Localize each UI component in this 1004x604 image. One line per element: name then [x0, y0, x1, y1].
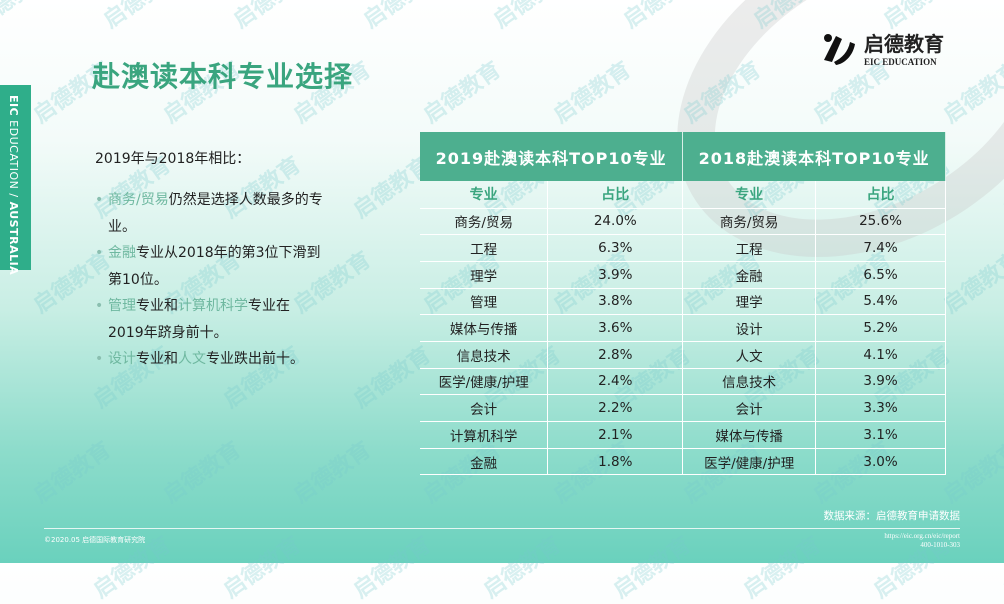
bullet-item: 金融专业从2018年的第3位下滑到第10位。 — [95, 240, 325, 293]
watermark: 启德教育 — [939, 247, 1004, 319]
share-2019: 2.1% — [547, 421, 684, 449]
watermark: 启德教育 — [289, 437, 377, 509]
top10-majors-table: 2019赴澳读本科TOP10专业 2018赴澳读本科TOP10专业 专业 占比 专… — [420, 132, 946, 476]
watermark: 启德教育 — [999, 342, 1004, 414]
share-2018: 3.0% — [815, 448, 946, 476]
watermark: 启德教育 — [0, 0, 57, 34]
share-2018: 3.9% — [815, 368, 946, 396]
col-major-2019: 专业 — [420, 181, 549, 209]
table-row: 媒体与传播 3.6% 设计 5.2% — [420, 314, 946, 342]
major-2018: 商务/贸易 — [682, 208, 817, 236]
share-2018: 5.4% — [815, 288, 946, 316]
major-2018: 设计 — [682, 314, 817, 342]
footer-divider — [44, 528, 960, 529]
major-2019: 媒体与传播 — [420, 314, 549, 342]
table-row: 医学/健康/护理 2.4% 信息技术 3.9% — [420, 368, 946, 396]
watermark: 启德教育 — [609, 532, 697, 604]
watermark: 启德教育 — [486, 0, 576, 34]
share-2019: 3.8% — [547, 288, 684, 316]
bullet-list: 商务/贸易仍然是选择人数最多的专业。 金融专业从2018年的第3位下滑到第10位… — [95, 187, 325, 373]
share-2019: 24.0% — [547, 208, 684, 236]
watermark: 启德教育 — [616, 0, 706, 34]
share-2019: 1.8% — [547, 448, 684, 476]
watermark: 启德教育 — [419, 57, 507, 129]
intro-text: 2019年与2018年相比： — [95, 151, 251, 167]
share-2018: 7.4% — [815, 234, 946, 262]
table-row: 信息技术 2.8% 人文 4.1% — [420, 341, 946, 369]
major-2019: 信息技术 — [420, 341, 549, 369]
table-row: 工程 6.3% 工程 7.4% — [420, 234, 946, 262]
watermark: 启德教育 — [999, 532, 1004, 604]
col-share-2019: 占比 — [547, 181, 684, 209]
major-2019: 工程 — [420, 234, 549, 262]
major-2019: 商务/贸易 — [420, 208, 549, 236]
watermark: 启德教育 — [549, 57, 637, 129]
major-2019: 计算机科学 — [420, 421, 549, 449]
share-2019: 3.6% — [547, 314, 684, 342]
header-2019: 2019赴澳读本科TOP10专业 — [420, 132, 684, 181]
eic-logo-icon — [824, 33, 855, 65]
share-2019: 2.2% — [547, 394, 684, 422]
share-2018: 6.5% — [815, 261, 946, 289]
major-2019: 医学/健康/护理 — [420, 368, 549, 396]
table-row: 金融 1.8% 医学/健康/护理 3.0% — [420, 448, 946, 476]
share-2018: 3.3% — [815, 394, 946, 422]
col-share-2018: 占比 — [815, 181, 946, 209]
share-2019: 3.9% — [547, 261, 684, 289]
col-major-2018: 专业 — [682, 181, 817, 209]
phone: 400-1010-303 — [920, 541, 960, 549]
major-2018: 理学 — [682, 288, 817, 316]
major-2018: 会计 — [682, 394, 817, 422]
copyright: ©2020.05 启德国际教育研究院 — [44, 536, 146, 544]
watermark: 启德教育 — [739, 532, 827, 604]
share-2019: 2.4% — [547, 368, 684, 396]
watermark: 启德教育 — [29, 437, 117, 509]
share-2019: 6.3% — [547, 234, 684, 262]
header-2018: 2018赴澳读本科TOP10专业 — [682, 132, 946, 181]
watermark: 启德教育 — [939, 437, 1004, 509]
major-2018: 信息技术 — [682, 368, 817, 396]
major-2019: 理学 — [420, 261, 549, 289]
major-2019: 会计 — [420, 394, 549, 422]
major-2018: 金融 — [682, 261, 817, 289]
table-row: 商务/贸易 24.0% 商务/贸易 25.6% — [420, 208, 946, 236]
table-row: 理学 3.9% 金融 6.5% — [420, 261, 946, 289]
data-source: 数据来源：启德教育申请数据 — [823, 510, 961, 522]
major-2019: 管理 — [420, 288, 549, 316]
major-2018: 医学/健康/护理 — [682, 448, 817, 476]
share-2019: 2.8% — [547, 341, 684, 369]
table-row: 会计 2.2% 会计 3.3% — [420, 394, 946, 422]
side-strip: EIC EDUCATION / AUSTRALIA — [0, 85, 31, 275]
table-row: 计算机科学 2.1% 媒体与传播 3.1% — [420, 421, 946, 449]
watermark: 启德教育 — [159, 437, 247, 509]
bullet-item: 管理专业和计算机科学专业在2019年跻身前十。 — [95, 293, 325, 346]
major-2018: 人文 — [682, 341, 817, 369]
eic-logo: 启德教育 EIC EDUCATION — [820, 28, 944, 67]
watermark: 启德教育 — [356, 0, 446, 34]
watermark: 启德教育 — [96, 0, 186, 34]
report-url[interactable]: https://eic.org.cn/eic/report — [884, 532, 960, 540]
major-2019: 金融 — [420, 448, 549, 476]
bullet-item: 商务/贸易仍然是选择人数最多的专业。 — [95, 187, 325, 240]
share-2018: 25.6% — [815, 208, 946, 236]
footer-contact: https://eic.org.cn/eic/report 400-1010-30… — [884, 532, 960, 550]
share-2018: 5.2% — [815, 314, 946, 342]
major-2018: 工程 — [682, 234, 817, 262]
major-2018: 媒体与传播 — [682, 421, 817, 449]
watermark: 启德教育 — [479, 532, 567, 604]
share-2018: 4.1% — [815, 341, 946, 369]
share-2018: 3.1% — [815, 421, 946, 449]
watermark: 启德教育 — [219, 532, 307, 604]
watermark: 启德教育 — [226, 0, 316, 34]
page-title: 赴澳读本科专业选择 — [92, 60, 354, 93]
bullet-item: 设计专业和人文专业跌出前十。 — [95, 346, 325, 373]
watermark: 启德教育 — [349, 532, 437, 604]
table-row: 管理 3.8% 理学 5.4% — [420, 288, 946, 316]
